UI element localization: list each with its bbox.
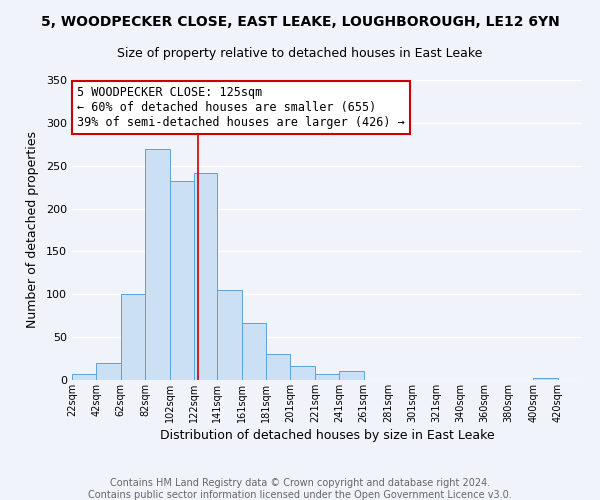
Bar xyxy=(121,294,145,380)
Y-axis label: Number of detached properties: Number of detached properties xyxy=(26,132,39,328)
Bar xyxy=(97,363,121,380)
Text: Contains HM Land Registry data © Crown copyright and database right 2024.: Contains HM Land Registry data © Crown c… xyxy=(110,478,490,488)
Bar xyxy=(339,372,364,380)
Text: Size of property relative to detached houses in East Leake: Size of property relative to detached ho… xyxy=(118,48,482,60)
Bar xyxy=(72,374,97,380)
X-axis label: Distribution of detached houses by size in East Leake: Distribution of detached houses by size … xyxy=(160,429,494,442)
Bar xyxy=(145,148,170,380)
Bar xyxy=(266,354,290,380)
Text: 5 WOODPECKER CLOSE: 125sqm
← 60% of detached houses are smaller (655)
39% of sem: 5 WOODPECKER CLOSE: 125sqm ← 60% of deta… xyxy=(77,86,405,129)
Bar xyxy=(194,172,217,380)
Bar xyxy=(533,378,557,380)
Bar xyxy=(217,290,242,380)
Bar xyxy=(290,366,315,380)
Bar xyxy=(170,181,194,380)
Bar xyxy=(315,374,339,380)
Bar xyxy=(242,322,266,380)
Text: 5, WOODPECKER CLOSE, EAST LEAKE, LOUGHBOROUGH, LE12 6YN: 5, WOODPECKER CLOSE, EAST LEAKE, LOUGHBO… xyxy=(41,15,559,29)
Text: Contains public sector information licensed under the Open Government Licence v3: Contains public sector information licen… xyxy=(88,490,512,500)
